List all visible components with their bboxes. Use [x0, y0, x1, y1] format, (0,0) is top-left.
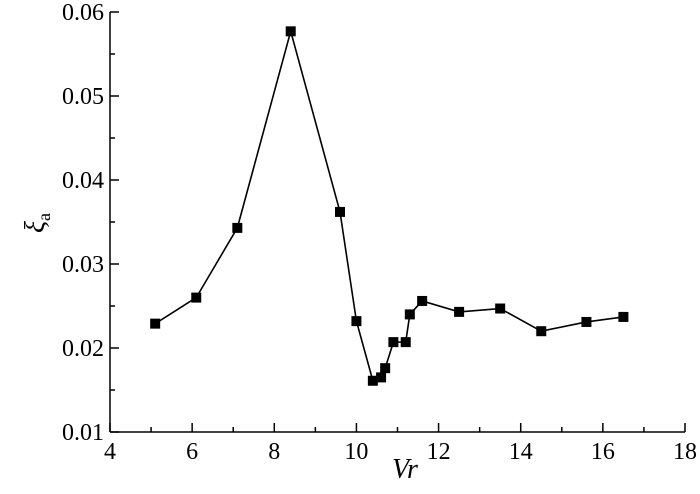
y-tick-label: 0.04: [62, 168, 104, 194]
y-tick-label: 0.02: [62, 336, 104, 362]
series-line: [154, 28, 624, 382]
x-tick-label: 12: [427, 439, 451, 465]
y-tick-label: 0.03: [62, 252, 104, 278]
x-axis-label: Vr: [392, 454, 418, 485]
data-point: [388, 337, 399, 348]
y-tick-label: 0.06: [62, 0, 104, 26]
y-tick-label: 0.05: [62, 84, 104, 110]
data-point: [417, 295, 428, 306]
tick-labels: 4 6 8 10 12 14 16 18 0.01 0.02 0.03 0.04 0.05 0.06: [62, 0, 697, 465]
data-point: [232, 222, 243, 233]
y-tick-label: 0.01: [62, 420, 104, 446]
y-axis-label-main: ξ: [20, 221, 51, 233]
data-point: [495, 303, 506, 314]
data-point: [150, 318, 161, 329]
data-point: [191, 292, 202, 303]
x-tick-label: 16: [591, 439, 615, 465]
y-axis-label: ξa: [20, 213, 54, 233]
data-point: [335, 206, 345, 217]
data-point: [536, 326, 547, 337]
data-point: [618, 311, 629, 322]
x-tick-label: 4: [104, 439, 116, 465]
data-point: [404, 309, 415, 320]
data-point: [581, 316, 592, 327]
data-point: [380, 363, 391, 374]
data-point: [285, 26, 296, 37]
data-point: [376, 372, 387, 383]
x-tick-label: 10: [344, 439, 368, 465]
data-point: [367, 375, 378, 386]
axes: [109, 12, 685, 433]
x-tick-label: 8: [268, 439, 280, 465]
data-point: [351, 316, 362, 327]
x-tick-label: 6: [186, 439, 198, 465]
x-tick-label: 18: [673, 439, 697, 465]
data-point: [454, 306, 465, 317]
ticks: [109, 11, 686, 433]
series: [150, 26, 629, 386]
data-point: [400, 337, 411, 348]
x-tick-label: 14: [509, 439, 533, 465]
y-axis-label-sub: a: [34, 213, 54, 221]
